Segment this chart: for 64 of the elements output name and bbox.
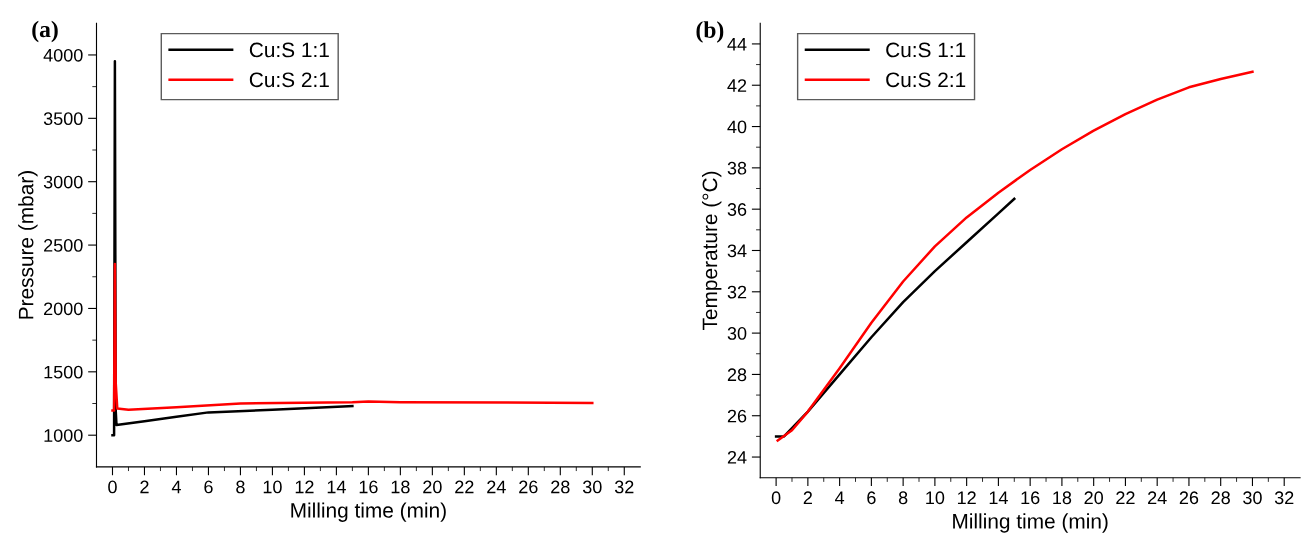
x-tick-label: 24 xyxy=(487,480,506,494)
y-tick-label: 3000 xyxy=(43,175,83,189)
y-tick-label: 42 xyxy=(727,79,747,92)
y-tick-label: 2500 xyxy=(44,239,83,252)
x-tick-label: 28 xyxy=(1211,491,1230,505)
x-tick-label: 0 xyxy=(771,491,781,505)
x-tick-label: 12 xyxy=(957,491,976,504)
y-tick-label: 4000 xyxy=(43,48,83,62)
x-tick-label: 22 xyxy=(455,480,474,494)
y-tick-label: 44 xyxy=(727,38,747,51)
y-tick-label: 28 xyxy=(727,368,747,382)
x-tick-label: 14 xyxy=(327,480,346,494)
x-tick-label: 26 xyxy=(1179,491,1199,505)
y-tick-label: 3500 xyxy=(43,112,83,126)
legend-label: Cu:S 2:1 xyxy=(249,72,329,88)
x-tick-label: 12 xyxy=(295,480,314,494)
x-tick-label: 2 xyxy=(140,480,149,494)
x-tick-label: 24 xyxy=(1148,491,1167,504)
y-tick-label: 38 xyxy=(727,161,747,175)
legend-label: Cu:S 1:1 xyxy=(886,42,966,58)
y-axis-title: Temperature (°C) xyxy=(701,171,722,330)
y-tick-label: 40 xyxy=(727,120,747,134)
y-tick-label: 24 xyxy=(727,450,747,464)
legend-label: Cu:S 1:1 xyxy=(249,42,329,58)
x-axis-title: Milling time (min) xyxy=(953,513,1108,533)
x-tick-label: 22 xyxy=(1116,491,1135,504)
y-tick-label: 1500 xyxy=(44,365,83,379)
x-tick-label: 18 xyxy=(391,480,410,494)
x-tick-label: 30 xyxy=(582,480,602,494)
x-tick-label: 2 xyxy=(803,491,812,504)
x-tick-label: 18 xyxy=(1053,491,1072,505)
y-tick-label: 36 xyxy=(727,203,747,216)
y-tick-label: 26 xyxy=(727,409,747,423)
x-tick-label: 10 xyxy=(926,491,945,505)
x-tick-label: 8 xyxy=(236,480,245,494)
y-tick-label: 32 xyxy=(727,285,747,299)
x-tick-label: 6 xyxy=(204,480,213,494)
x-axis-title: Milling time (min) xyxy=(291,502,446,522)
x-tick-label: 32 xyxy=(1274,491,1294,505)
x-tick-label: 16 xyxy=(359,480,378,494)
x-tick-label: 4 xyxy=(171,480,181,494)
y-tick-label: 1000 xyxy=(44,429,83,442)
x-tick-label: 6 xyxy=(867,491,876,505)
legend-label: Cu:S 2:1 xyxy=(886,72,966,88)
x-tick-label: 8 xyxy=(898,491,908,505)
x-tick-label: 30 xyxy=(1243,491,1262,505)
y-tick-label: 30 xyxy=(727,327,747,340)
y-tick-label: 2000 xyxy=(44,302,83,316)
x-tick-label: 20 xyxy=(423,480,442,494)
x-tick-label: 0 xyxy=(108,480,117,494)
x-tick-label: 26 xyxy=(519,480,538,494)
line-series xyxy=(776,70,1254,442)
x-tick-label: 16 xyxy=(1021,491,1040,505)
y-tick-label: 34 xyxy=(727,244,747,258)
x-tick-label: 28 xyxy=(551,480,570,494)
x-tick-label: 10 xyxy=(263,480,282,494)
x-tick-label: 14 xyxy=(989,491,1008,504)
x-tick-label: 4 xyxy=(835,491,845,504)
line-series xyxy=(111,262,594,412)
chart-title: (a) xyxy=(32,20,58,43)
x-tick-label: 32 xyxy=(614,480,634,494)
y-axis-title: Pressure (mbar) xyxy=(18,171,38,319)
chart-title: (b) xyxy=(696,21,724,43)
x-tick-label: 20 xyxy=(1084,491,1104,505)
